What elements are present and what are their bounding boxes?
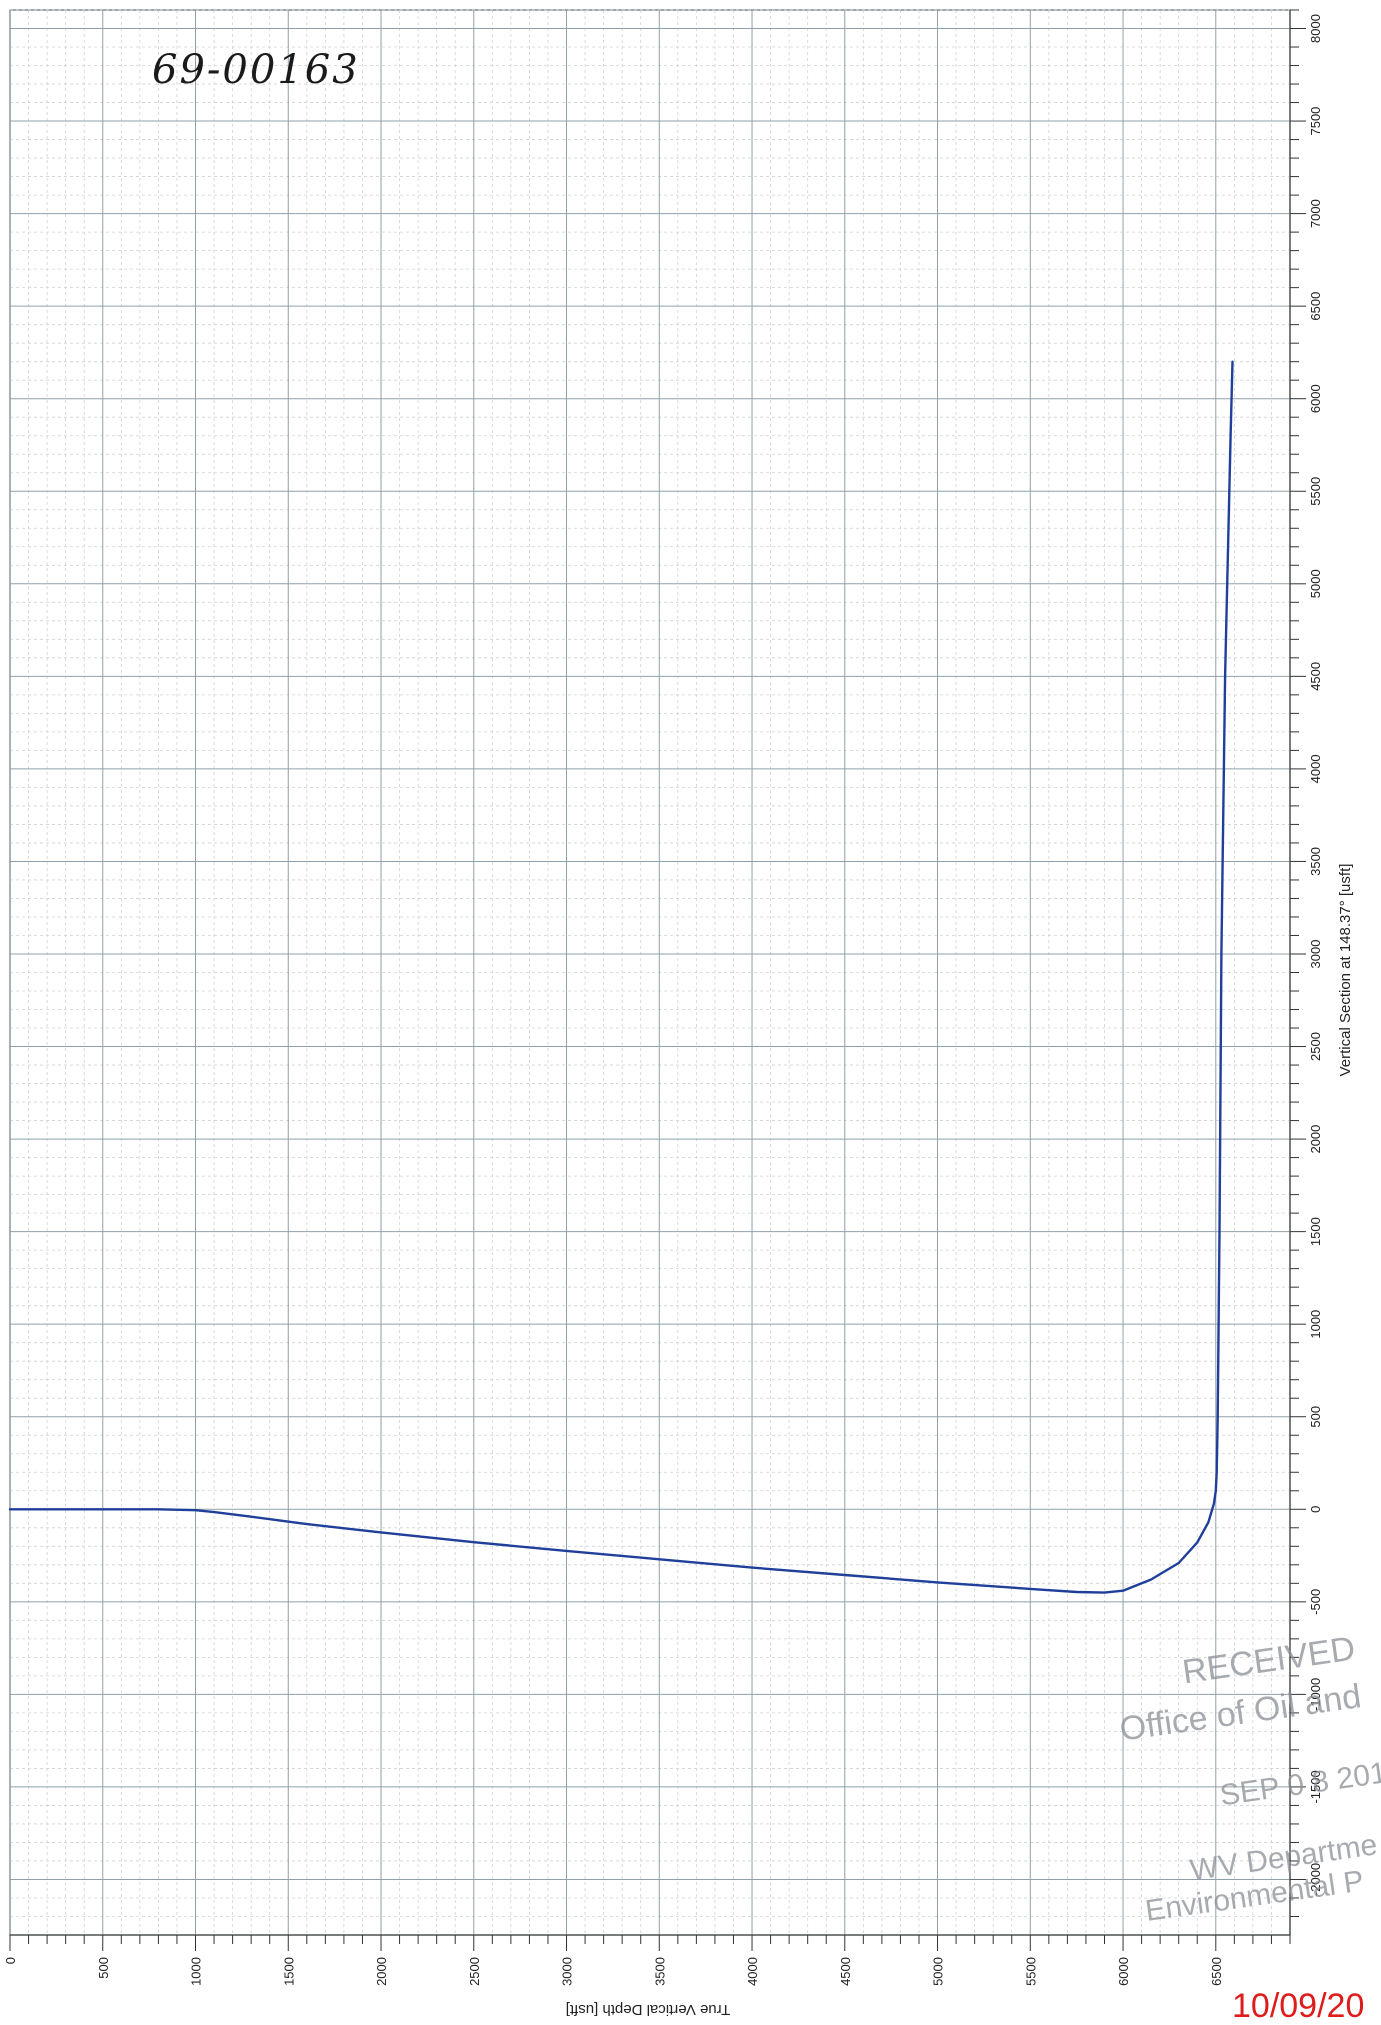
plot-area	[9, 9, 1291, 1936]
y-tick-label: 5000	[1308, 569, 1323, 598]
x-tick-label: 1000	[189, 1957, 204, 1986]
y-tick-label: -2000	[1308, 1863, 1323, 1896]
series-line-0	[8, 360, 1234, 1594]
x-tick-label: 6000	[1116, 1957, 1131, 1986]
y-tick-label: 1500	[1308, 1217, 1323, 1246]
y-tick-label: 7500	[1308, 107, 1323, 136]
y-axis-title: Vertical Section at 148.37° [usft]	[1337, 864, 1354, 1077]
major-grid	[9, 10, 1290, 1935]
y-tick-label: 2500	[1308, 1032, 1323, 1061]
y-tick-label: 5500	[1308, 477, 1323, 506]
x-tick-label: 2500	[467, 1957, 482, 1986]
x-tick-label: 500	[96, 1957, 111, 1979]
y-tick-label: 3500	[1308, 847, 1323, 876]
y-tick-label: 1000	[1308, 1310, 1323, 1339]
x-tick-label: 1500	[281, 1957, 296, 1986]
minor-grid	[10, 9, 1290, 1935]
x-tick-label: 4000	[745, 1957, 760, 1986]
y-tick-label: -1500	[1308, 1770, 1323, 1803]
y-tick-label: 6000	[1308, 384, 1323, 413]
x-axis-title: True Vertical Depth [usft]	[566, 2001, 731, 2018]
x-tick-label: 4500	[838, 1957, 853, 1986]
y-tick-label: 7000	[1308, 199, 1323, 228]
x-tick-label: 6500	[1209, 1957, 1224, 1986]
y-tick-label: 500	[1308, 1406, 1323, 1428]
y-tick-label: 3000	[1308, 940, 1323, 969]
x-axis-tick-labels: 0 500 1000 1500 2000 2500 3000 3500 4000 4500 5000…	[3, 1957, 1224, 1986]
x-tick-label: 0	[3, 1957, 18, 1964]
date-stamp: 10/09/20	[1232, 1987, 1364, 2025]
y-tick-label: 8000	[1308, 14, 1323, 43]
y-tick-label: 6500	[1308, 292, 1323, 321]
x-tick-label: 3000	[560, 1957, 575, 1986]
y-axis-tick-labels: -2000 -1500 -1000 -500 0 500 1000 1500 2000 2500 3…	[1308, 14, 1323, 1896]
series-layer	[8, 360, 1234, 1594]
x-tick-label: 5000	[931, 1957, 946, 1986]
x-tick-label: 3500	[652, 1957, 667, 1986]
y-tick-label: -1000	[1308, 1678, 1323, 1711]
axis-ticks	[9, 9, 1306, 1951]
y-tick-label: 4000	[1308, 754, 1323, 783]
x-tick-label: 5500	[1023, 1957, 1038, 1986]
y-tick-label: 0	[1308, 1506, 1323, 1513]
x-tick-label: 2000	[374, 1957, 389, 1986]
y-tick-label: -500	[1308, 1589, 1323, 1615]
y-tick-label: 4500	[1308, 662, 1323, 691]
handwritten-well-id: 69-00163	[152, 47, 360, 93]
y-tick-label: 2000	[1308, 1125, 1323, 1154]
